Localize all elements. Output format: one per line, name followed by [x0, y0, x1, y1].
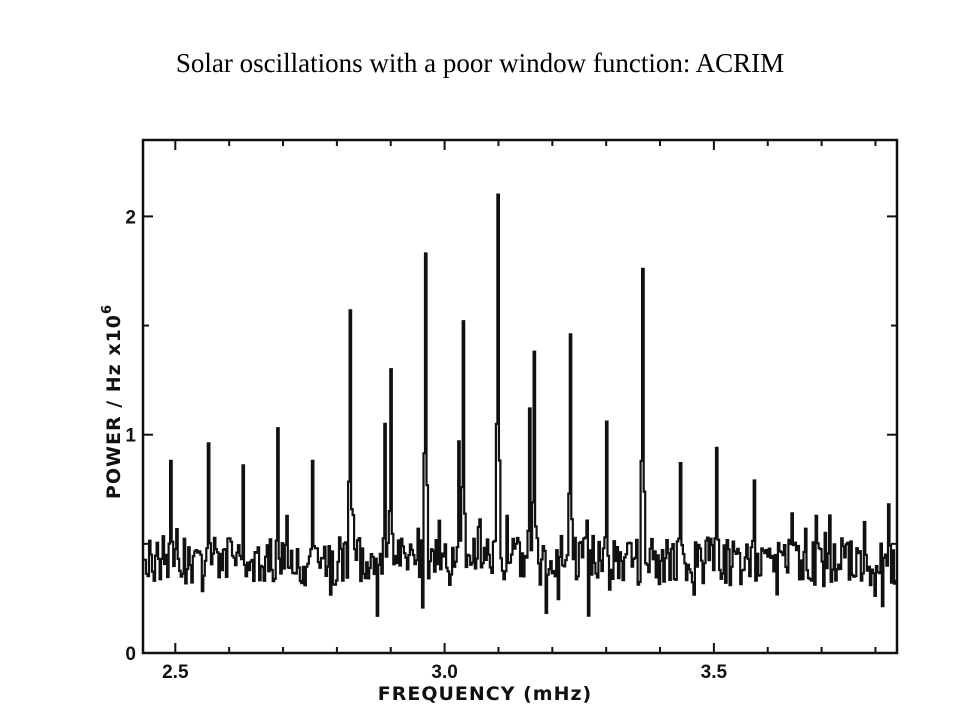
x-tick-label: 3.0 [431, 662, 457, 683]
y-tick-label: 1 [125, 426, 136, 447]
x-tick-label: 2.5 [162, 662, 189, 683]
axis-ticks [143, 140, 897, 653]
x-tick-label: 3.5 [701, 662, 728, 683]
y-axis-title: POWER / Hz x106 [100, 304, 125, 499]
slide-title: Solar oscillations with a poor window fu… [175, 48, 785, 78]
y-axis-title-text: POWER / Hz x10 [103, 314, 125, 499]
spectrum-line [143, 193, 897, 617]
plot-frame [141, 138, 899, 655]
y-tick-label: 2 [125, 207, 136, 228]
y-tick-label: 0 [125, 644, 136, 665]
x-axis-title: FREQUENCY (mHz) [378, 683, 593, 705]
y-axis-title-group: POWER / Hz x106 [100, 304, 125, 499]
y-axis-title-exponent: 6 [100, 304, 115, 314]
tick-labels: 2.5 3.0 3.5 0 1 2 [125, 207, 727, 683]
